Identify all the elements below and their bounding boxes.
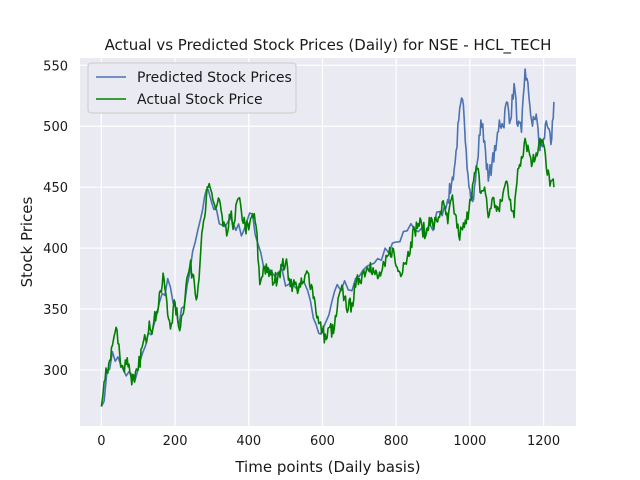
- y-tick-label: 500: [43, 120, 68, 135]
- x-tick-label: 1200: [527, 434, 560, 449]
- actual-series-line: [100, 137, 555, 407]
- y-tick-label: 300: [43, 364, 68, 379]
- legend-box: [87, 62, 297, 114]
- y-axis-label: Stock Prices: [18, 196, 36, 287]
- y-tick-label: 400: [43, 242, 68, 257]
- y-tick-label: 450: [43, 181, 68, 196]
- tick-labels: 0 200 400 600 800 1000 1200 300 350 400 450 500 550: [43, 59, 560, 449]
- x-tick-label: 0: [97, 434, 105, 449]
- series-layer: [100, 68, 555, 407]
- x-tick-label: 800: [384, 434, 409, 449]
- chart-title: Actual vs Predicted Stock Prices (Daily)…: [105, 36, 552, 55]
- predicted-series-line: [100, 68, 555, 407]
- y-tick-label: 550: [43, 59, 68, 74]
- legend-label-predicted: Predicted Stock Prices: [137, 70, 292, 86]
- x-tick-label: 1000: [453, 434, 486, 449]
- y-tick-label: 350: [43, 303, 68, 318]
- x-tick-label: 200: [163, 434, 188, 449]
- legend: Predicted Stock Prices Actual Stock Pric…: [87, 62, 297, 114]
- x-axis-label: Time points (Daily basis): [234, 458, 420, 476]
- legend-label-actual: Actual Stock Price: [137, 92, 263, 108]
- plot-background: [80, 58, 576, 426]
- x-tick-label: 400: [236, 434, 261, 449]
- grid-lines: [80, 58, 576, 426]
- x-tick-label: 600: [310, 434, 335, 449]
